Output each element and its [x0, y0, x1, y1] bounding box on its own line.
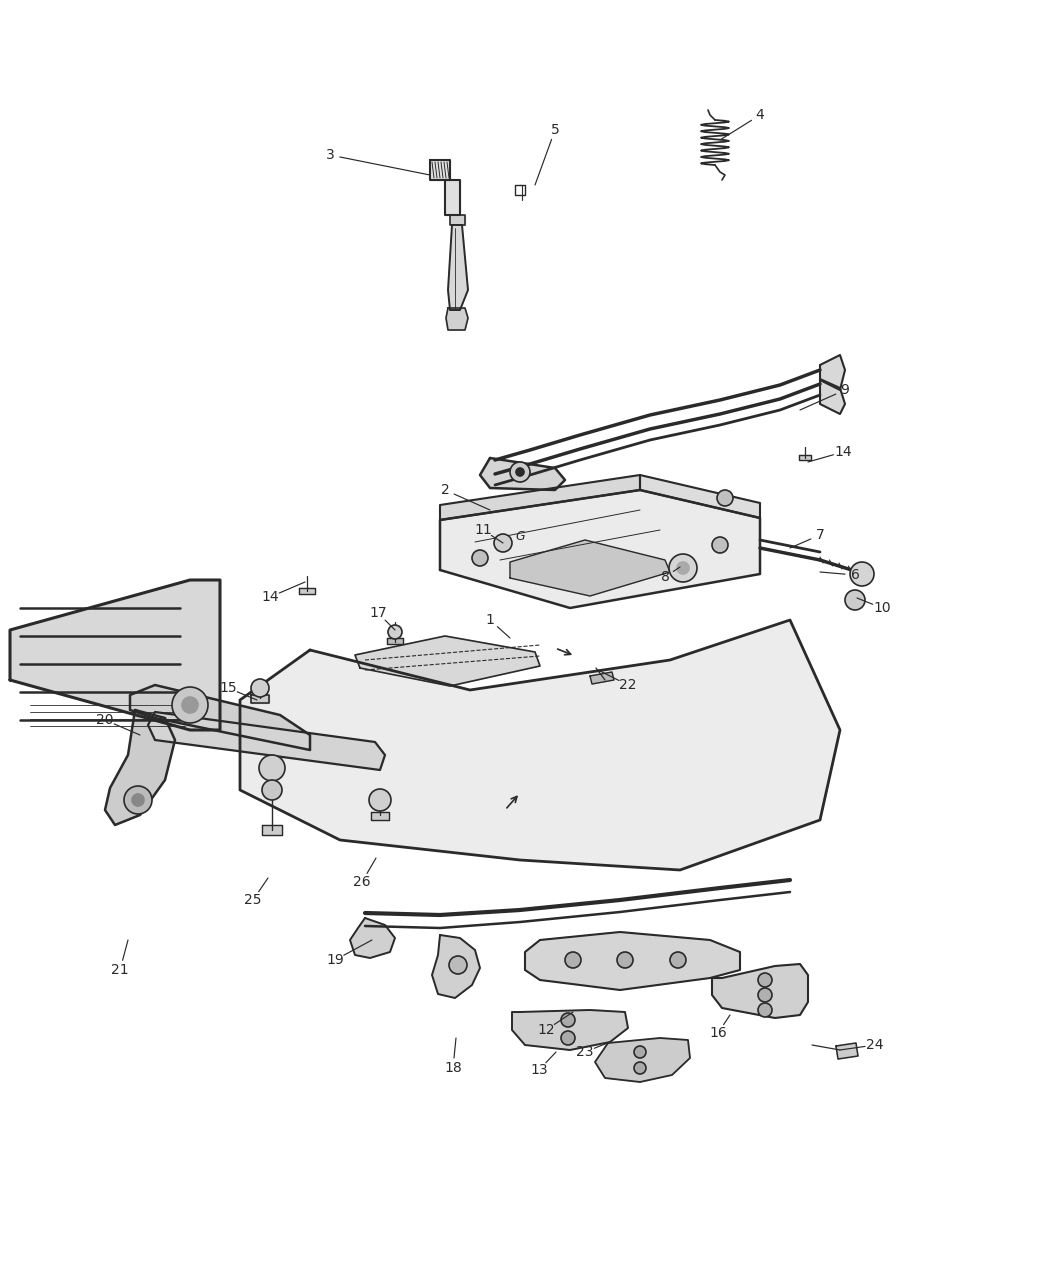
Circle shape — [677, 562, 689, 574]
Circle shape — [472, 550, 488, 566]
Circle shape — [259, 755, 285, 782]
Polygon shape — [252, 695, 269, 703]
Text: 20: 20 — [96, 713, 114, 727]
Text: 6: 6 — [851, 567, 859, 581]
Polygon shape — [240, 620, 840, 870]
Text: 7: 7 — [815, 528, 825, 542]
Polygon shape — [510, 541, 670, 595]
Polygon shape — [430, 159, 450, 180]
Text: 13: 13 — [530, 1063, 548, 1077]
Polygon shape — [512, 1010, 628, 1051]
Text: 19: 19 — [326, 952, 344, 966]
Polygon shape — [799, 455, 811, 460]
Polygon shape — [371, 812, 389, 820]
Polygon shape — [480, 458, 565, 490]
Text: 24: 24 — [867, 1038, 883, 1052]
Circle shape — [561, 1031, 575, 1046]
Circle shape — [510, 462, 530, 482]
Circle shape — [850, 562, 874, 586]
Polygon shape — [299, 588, 315, 594]
Circle shape — [494, 534, 512, 552]
Text: 8: 8 — [660, 570, 670, 584]
Polygon shape — [447, 224, 468, 310]
Polygon shape — [387, 638, 403, 644]
Circle shape — [262, 780, 282, 799]
Polygon shape — [130, 685, 310, 750]
Circle shape — [516, 468, 524, 476]
Text: 25: 25 — [244, 892, 262, 907]
Circle shape — [669, 555, 697, 581]
Polygon shape — [446, 309, 468, 330]
Circle shape — [172, 687, 208, 723]
Circle shape — [758, 988, 772, 1002]
Polygon shape — [836, 1043, 858, 1060]
Text: 17: 17 — [369, 606, 387, 620]
Circle shape — [182, 697, 198, 713]
Polygon shape — [10, 580, 220, 731]
Text: 18: 18 — [444, 1061, 462, 1075]
Polygon shape — [440, 476, 640, 520]
Circle shape — [670, 952, 686, 968]
Text: 1: 1 — [485, 613, 495, 627]
Circle shape — [565, 952, 581, 968]
Text: 22: 22 — [619, 678, 637, 692]
Text: 3: 3 — [326, 148, 334, 162]
Circle shape — [124, 785, 152, 813]
Circle shape — [758, 973, 772, 987]
Polygon shape — [450, 215, 465, 224]
Text: 12: 12 — [538, 1023, 554, 1037]
Circle shape — [634, 1062, 646, 1074]
Polygon shape — [820, 354, 845, 390]
Circle shape — [617, 952, 633, 968]
Circle shape — [717, 490, 733, 506]
Text: 23: 23 — [576, 1046, 594, 1060]
Text: 14: 14 — [261, 590, 279, 604]
Polygon shape — [820, 379, 845, 414]
Polygon shape — [262, 825, 282, 835]
Circle shape — [132, 794, 144, 806]
Text: 9: 9 — [840, 382, 850, 397]
Circle shape — [845, 590, 865, 609]
Text: 4: 4 — [756, 108, 764, 122]
Circle shape — [634, 1046, 646, 1058]
Polygon shape — [432, 935, 480, 998]
Polygon shape — [640, 476, 760, 518]
Circle shape — [369, 789, 391, 811]
Circle shape — [712, 537, 728, 553]
Text: 14: 14 — [834, 445, 852, 459]
Text: 10: 10 — [873, 601, 891, 615]
Polygon shape — [525, 932, 740, 989]
Text: G: G — [515, 530, 525, 543]
Text: 2: 2 — [440, 483, 450, 497]
Text: 5: 5 — [550, 122, 560, 136]
Text: 21: 21 — [111, 963, 129, 977]
Circle shape — [388, 625, 402, 639]
Polygon shape — [712, 964, 808, 1017]
Circle shape — [449, 956, 467, 974]
Polygon shape — [105, 710, 175, 825]
Polygon shape — [355, 636, 540, 686]
Polygon shape — [350, 918, 395, 958]
Polygon shape — [445, 180, 460, 215]
Text: 26: 26 — [353, 875, 371, 889]
Polygon shape — [440, 490, 760, 608]
Circle shape — [758, 1003, 772, 1017]
Polygon shape — [595, 1038, 690, 1082]
Text: 11: 11 — [474, 523, 492, 537]
Polygon shape — [148, 711, 385, 770]
Polygon shape — [590, 672, 614, 683]
Circle shape — [561, 1014, 575, 1026]
Text: 15: 15 — [219, 681, 237, 695]
Text: 16: 16 — [709, 1026, 727, 1040]
Circle shape — [252, 680, 269, 697]
